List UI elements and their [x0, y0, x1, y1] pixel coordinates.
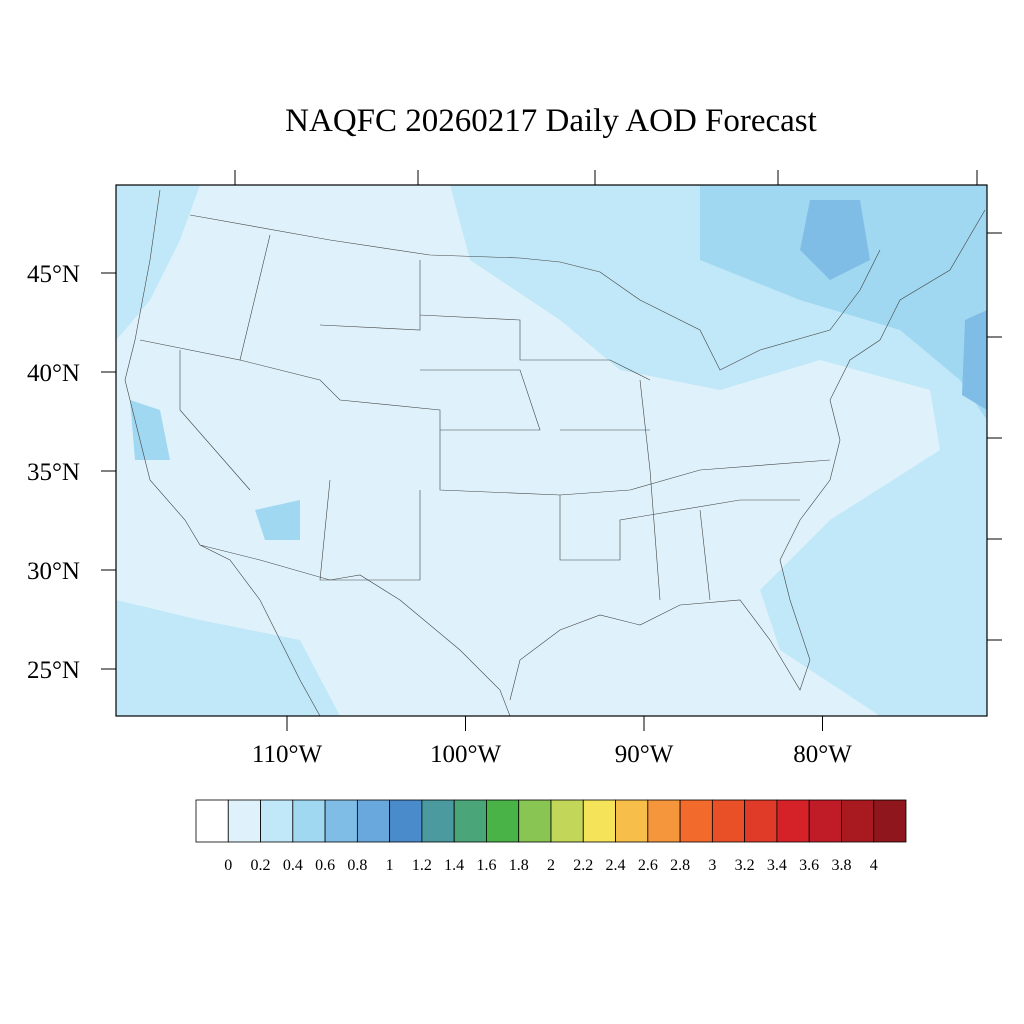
color-box — [389, 799, 423, 843]
color-box — [647, 799, 681, 843]
color-box — [486, 799, 520, 843]
lon-label: 80°W — [793, 741, 852, 768]
lat-label: 25°N — [27, 657, 80, 684]
colorbar-label: 4 — [870, 857, 878, 874]
colorbar-label: 0.2 — [251, 857, 271, 874]
colorbar-label: 1.4 — [444, 857, 464, 874]
lat-label: 30°N — [27, 558, 80, 585]
shade — [116, 600, 340, 716]
colorbar-label: 2.4 — [606, 857, 626, 874]
colorbar-label: 1.8 — [509, 857, 529, 874]
colorbar-label: 0.6 — [315, 857, 335, 874]
color-box — [195, 799, 229, 843]
color-box — [808, 799, 842, 843]
color-box — [711, 799, 746, 843]
color-box — [582, 799, 616, 843]
lon-label: 90°W — [615, 741, 674, 768]
state-lines — [139, 234, 831, 601]
color-box — [776, 799, 810, 843]
colorbar-label: 2.8 — [670, 857, 690, 874]
frame-ticks — [234, 170, 1002, 641]
lat-label: 40°N — [27, 360, 80, 387]
colorbar-label: 3.8 — [831, 857, 851, 874]
color-box — [518, 799, 552, 843]
color-box — [873, 799, 907, 843]
color-box — [292, 799, 326, 843]
colorbar-label: 1 — [386, 857, 394, 874]
map-frame — [115, 184, 988, 717]
border — [189, 214, 881, 371]
shade — [800, 200, 987, 410]
colorbar-label: 2 — [547, 857, 555, 874]
shade — [130, 400, 300, 540]
color-box — [421, 799, 455, 843]
shade — [450, 185, 987, 716]
color-box — [227, 799, 261, 843]
lat-label: 35°N — [27, 459, 80, 486]
color-box — [550, 799, 584, 843]
colorbar-label: 2.2 — [573, 857, 593, 874]
color-box — [679, 799, 713, 843]
title: NAQFC 20260217 Daily AOD Forecast — [285, 103, 817, 139]
colorbar-label: 3.6 — [799, 857, 819, 874]
shade — [700, 185, 987, 420]
map — [115, 170, 1002, 717]
color-box — [841, 799, 875, 843]
lat-label: 45°N — [27, 261, 80, 288]
colorbar-label: 0.8 — [347, 857, 367, 874]
shade — [116, 185, 200, 340]
lon-label: 100°W — [430, 741, 501, 768]
colorbar-label: 3.4 — [767, 857, 787, 874]
lon-label: 110°W — [252, 741, 323, 768]
color-box — [453, 799, 487, 843]
colorbar-label: 0 — [224, 857, 232, 874]
color-box — [744, 799, 778, 843]
colorbar-label: 0.4 — [283, 857, 303, 874]
coastline — [124, 189, 986, 717]
color-box — [324, 799, 358, 843]
color-box — [356, 799, 391, 843]
colorbar-label: 3.2 — [735, 857, 755, 874]
colorbar-label: 1.2 — [412, 857, 432, 874]
color-box — [260, 799, 294, 843]
colorbar-label: 2.6 — [638, 857, 658, 874]
colorbar-label: 1.6 — [476, 857, 496, 874]
colorbar-label: 3 — [708, 857, 716, 874]
color-box — [615, 799, 649, 843]
